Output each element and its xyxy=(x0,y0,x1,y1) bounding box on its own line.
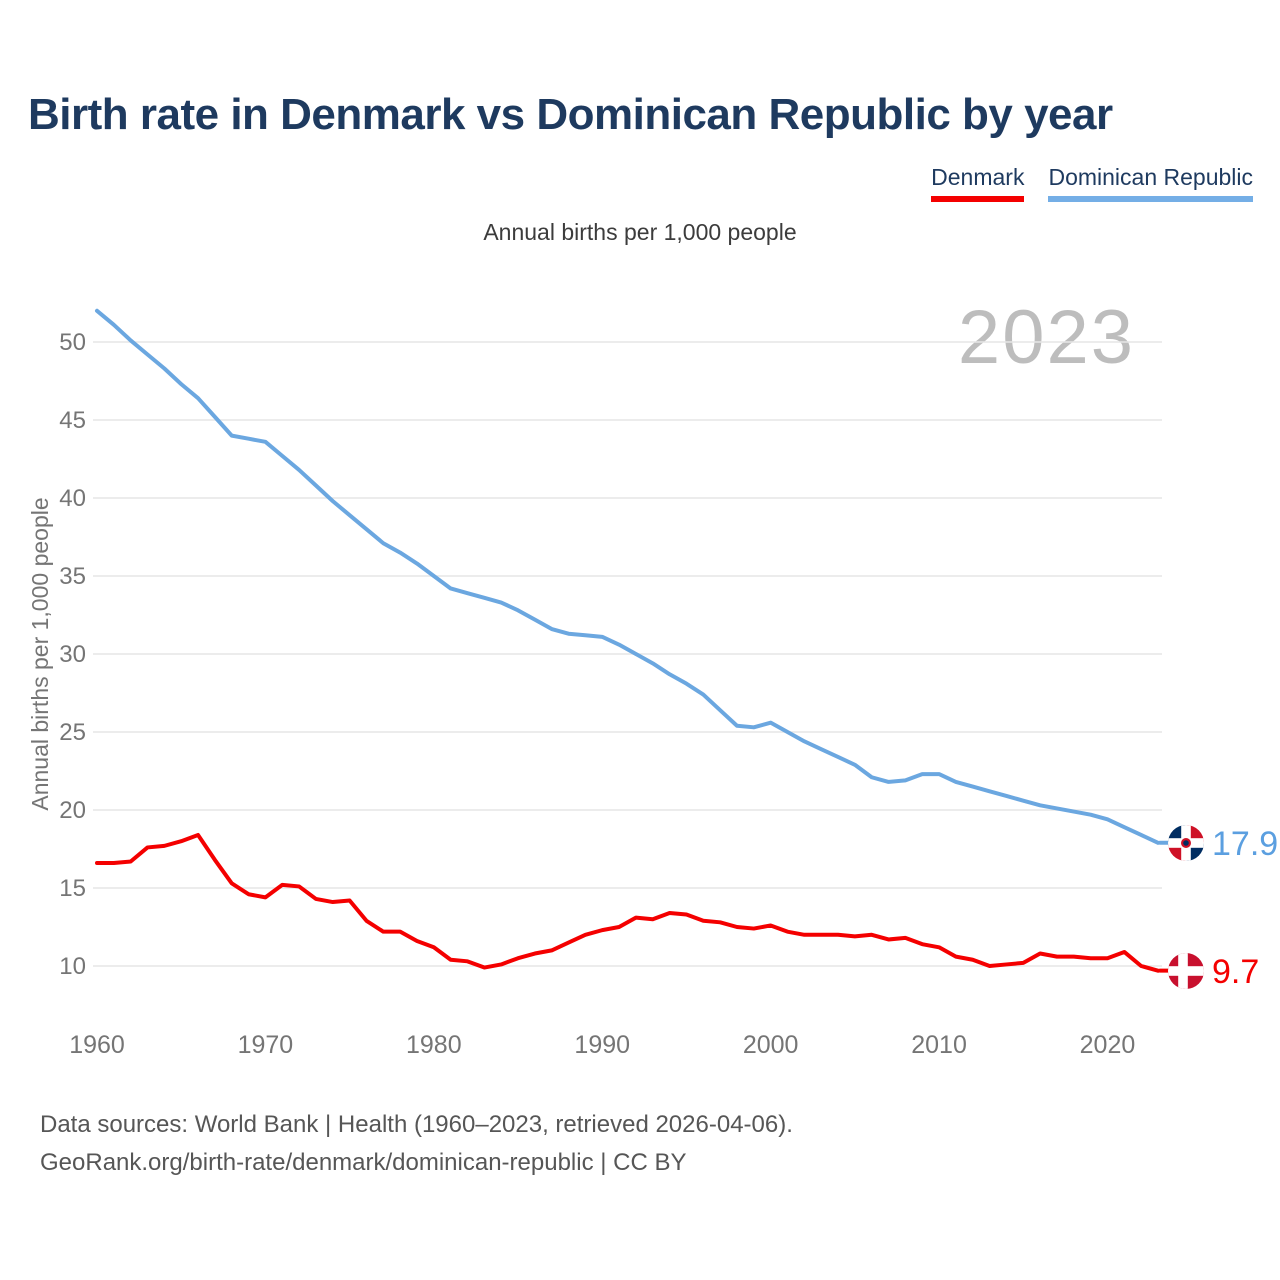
ytick-45: 45 xyxy=(59,407,86,434)
ytick-10: 10 xyxy=(59,953,86,980)
denmark-flag-icon xyxy=(1168,953,1204,989)
denmark-end-value: 9.7 xyxy=(1212,953,1260,991)
dominican-republic-end-value: 17.9 xyxy=(1212,825,1279,863)
ytick-25: 25 xyxy=(59,719,86,746)
footer: Data sources: World Bank | Health (1960–… xyxy=(40,1106,1240,1182)
xtick-1980: 1980 xyxy=(406,1031,462,1059)
xtick-1970: 1970 xyxy=(238,1031,294,1059)
xtick-1960: 1960 xyxy=(69,1031,125,1059)
legend-item-denmark[interactable]: Denmark xyxy=(931,164,1025,202)
xtick-1990: 1990 xyxy=(574,1031,630,1059)
legend-item-dominican-republic[interactable]: Dominican Republic xyxy=(1048,164,1253,202)
xtick-2000: 2000 xyxy=(743,1031,799,1059)
ytick-35: 35 xyxy=(59,563,86,590)
xtick-2010: 2010 xyxy=(911,1031,967,1059)
legend: Denmark Dominican Republic xyxy=(931,164,1253,202)
page-title: Birth rate in Denmark vs Dominican Repub… xyxy=(28,90,1113,139)
footer-attribution-line: GeoRank.org/birth-rate/denmark/dominican… xyxy=(40,1149,687,1176)
chart-subtitle: Annual births per 1,000 people xyxy=(483,219,797,245)
year-watermark: 2023 xyxy=(957,295,1135,380)
y-axis-title: Annual births per 1,000 people xyxy=(27,497,53,810)
series-line-dominican-republic xyxy=(95,308,1160,845)
ytick-20: 20 xyxy=(59,797,86,824)
ytick-15: 15 xyxy=(59,875,86,902)
ytick-40: 40 xyxy=(59,485,86,512)
dominican-republic-flag-icon xyxy=(1168,825,1204,861)
ytick-30: 30 xyxy=(59,641,86,668)
footer-sources-line: Data sources: World Bank | Health (1960–… xyxy=(40,1111,793,1138)
series-line-denmark xyxy=(95,832,1160,973)
ytick-50: 50 xyxy=(59,329,86,356)
xtick-2020: 2020 xyxy=(1080,1031,1136,1059)
